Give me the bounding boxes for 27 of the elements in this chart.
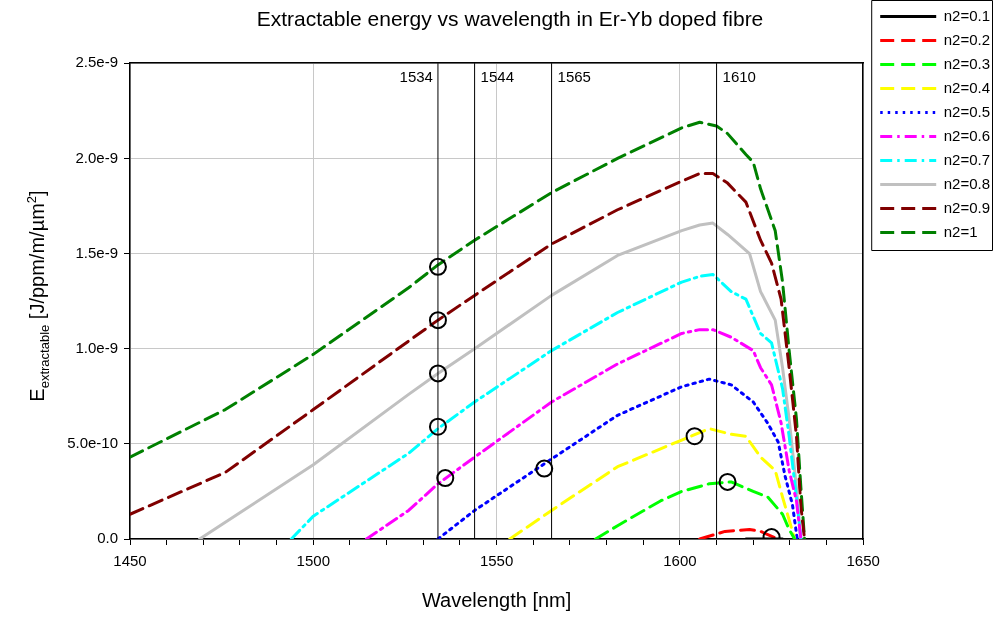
legend-label: n2=0.1: [943, 6, 990, 24]
y-tick-label: 0.0: [97, 529, 118, 547]
chart-title: Extractable energy vs wavelength in Er-Yb doped fibre: [256, 7, 764, 31]
x-tick-label: 1650: [846, 552, 880, 570]
x-tick-label: 1550: [479, 552, 514, 570]
y-tick-label: 2.0e-9: [75, 148, 118, 166]
legend-label: n2=0.4: [943, 78, 990, 96]
ref-line-label: 1565: [557, 67, 591, 85]
x-tick-label: 1500: [296, 552, 330, 570]
legend-label: n2=0.8: [943, 174, 990, 192]
ref-line-label: 1544: [480, 67, 514, 85]
y-tick-label: 1.0e-9: [75, 338, 118, 356]
ref-line-label: 1610: [722, 67, 756, 85]
y-tick-label: 2.5e-9: [75, 53, 118, 71]
x-axis-title: Wavelength [nm]: [421, 588, 572, 611]
legend-label: n2=0.2: [943, 30, 990, 48]
y-tick-label: 5.0e-10: [67, 433, 118, 451]
x-tick-label: 1450: [113, 552, 147, 570]
legend-label: n2=0.3: [943, 54, 990, 72]
legend-label: n2=0.6: [943, 126, 990, 144]
legend-label: n2=1: [943, 222, 978, 240]
legend-label: n2=0.9: [943, 198, 990, 216]
ref-line-label: 1534: [399, 67, 433, 85]
legend-label: n2=0.7: [943, 150, 990, 168]
y-tick-label: 1.5e-9: [75, 243, 118, 261]
legend-label: n2=0.5: [943, 102, 990, 120]
x-tick-label: 1600: [663, 552, 697, 570]
